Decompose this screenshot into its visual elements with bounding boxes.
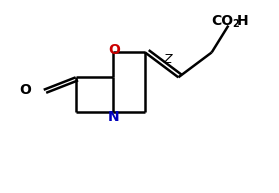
Text: N: N bbox=[107, 110, 119, 124]
Text: O: O bbox=[109, 42, 121, 57]
Text: CO: CO bbox=[212, 14, 234, 28]
Text: 2: 2 bbox=[232, 19, 239, 29]
Text: H: H bbox=[237, 14, 249, 28]
Text: Z: Z bbox=[163, 53, 172, 66]
Text: O: O bbox=[20, 83, 32, 97]
